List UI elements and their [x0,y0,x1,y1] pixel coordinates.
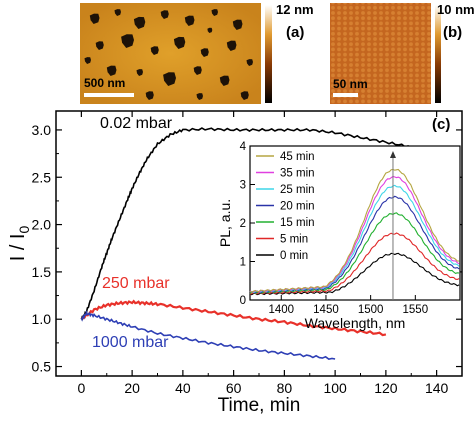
afm-hole [173,36,186,49]
x-tick-label: 60 [226,380,242,396]
afm-hole [150,46,159,55]
inset-legend-label: 5 min [280,234,308,246]
inset-legend-label: 20 min [280,201,315,213]
x-tick-label: 140 [425,380,449,396]
x-tick-label: 100 [323,380,347,396]
inset-y-tick-label: 0 [240,295,246,307]
peak-marker-arrowhead [389,151,396,158]
afm-hole [114,9,121,16]
afm-hole [184,15,195,26]
panel-c-label: (c) [432,116,450,133]
afm-hole [226,40,237,51]
afm-hole [133,16,146,29]
inset-y-tick-label: 4 [240,141,247,153]
main-y-axis-label-sub: 0 [16,226,32,234]
afm-hole [246,59,253,66]
inset-curve-35-min [249,175,460,293]
afm-image-b: 50 nm [330,3,431,104]
series-label: 250 mbar [102,275,170,292]
afm-hole [84,57,91,64]
x-tick-label: 20 [124,380,140,396]
inset-curve-45-min [249,168,460,293]
afm-hole [95,41,104,50]
afm-hole [219,75,230,86]
afm-hole [232,19,243,30]
inset-x-tick-label: 1500 [358,304,384,316]
inset-y-tick-label: 1 [240,257,246,269]
afm-hole [136,69,143,76]
scalebar-b-label: 50 nm [333,77,368,91]
scalebar-b: 50 nm [333,77,368,97]
main-y-axis-label: I / I0 [7,226,32,262]
afm-hole [211,9,218,16]
inset-x-tick-label: 1400 [268,304,294,316]
afm-hole [89,13,100,24]
afm-hole [196,93,203,100]
inset-x-tick-label: 1550 [403,304,429,316]
afm-hole [193,66,202,75]
inset-chart: 1400 1450 1500 1550 0 1 2 3 4 Wavelength, nm PL, a… [217,141,461,331]
y-tick-label: 1.0 [32,311,52,327]
inset-y-tick-label: 2 [240,218,246,230]
inset-plot-frame [249,145,461,301]
inset-y-tick-label: 3 [240,180,246,192]
series-label: 0.02 mbar [100,115,173,132]
colorbar-b-max: 10 nm [437,2,474,17]
colorbar-b [435,5,441,103]
main-x-axis-label: Time, min [218,395,301,416]
afm-hole [200,48,209,57]
afm-image-a: 500 nm [80,3,261,104]
y-tick-label: 1.5 [32,264,52,280]
inset-x-tick-label: 1450 [313,304,339,316]
inset-legend-label: 15 min [280,217,315,229]
x-tick-label: 0 [77,380,85,396]
x-tick-label: 80 [277,380,293,396]
y-tick-label: 0.5 [32,359,52,375]
series-line-1000-mbar [80,309,336,361]
series-label: 1000 mbar [92,334,169,351]
main-chart: 0 20 40 60 80 100 120 1400.51.01.52.02.53.0Time… [7,110,463,416]
inset-legend-label: 0 min [280,250,308,262]
afm-hole [145,91,154,100]
inset-legend-label: 45 min [280,151,315,163]
inset-legend-label: 35 min [280,168,315,180]
y-tick-label: 2.5 [32,169,52,185]
inset-curve-0-min [249,252,460,296]
colorbar-a [265,5,272,103]
panel-b-label: (b) [443,24,462,41]
scalebar-a-label: 500 nm [84,76,125,90]
afm-hole [106,65,117,76]
afm-hole [121,34,134,48]
panel-a-label: (a) [286,24,304,41]
x-tick-label: 40 [175,380,191,396]
scalebar-a: 500 nm [84,76,134,97]
inset-x-axis-label: Wavelength, nm [305,315,406,331]
inset-curve-5-min [249,232,460,295]
afm-hole [163,72,176,86]
series-line-0-02-mbar [80,127,412,321]
afm-hole [160,10,169,19]
y-tick-label: 3.0 [32,122,52,138]
inset-y-axis-label: PL, a.u. [217,199,233,247]
x-tick-label: 120 [374,380,398,396]
series-line-250-mbar [81,299,387,337]
afm-hole [207,27,213,33]
afm-hole [240,91,249,100]
colorbar-a-max: 12 nm [276,2,314,17]
inset-legend-label: 25 min [280,184,315,196]
y-tick-label: 2.0 [32,217,52,233]
